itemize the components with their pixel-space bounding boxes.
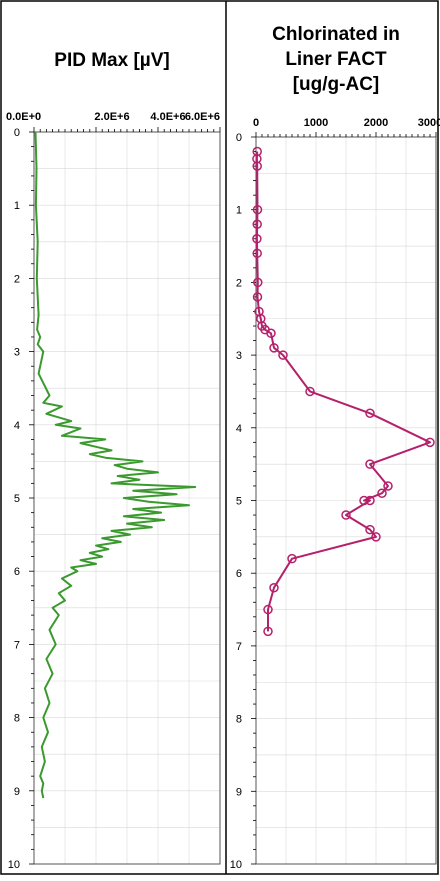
left-x-tick-label: 0.0E+0 <box>6 111 41 123</box>
right-x-tick-label: 3000 <box>418 117 440 129</box>
right-data-point <box>269 582 279 593</box>
right-data-point <box>252 204 263 215</box>
right-data-point <box>365 495 375 506</box>
right-data-point <box>359 495 369 506</box>
right-data-point <box>365 459 375 469</box>
right-data-point <box>252 161 262 171</box>
left-series-line <box>34 131 197 799</box>
right-y-tick-label: 5 <box>236 496 242 508</box>
left-y-tick-label: 10 <box>8 859 20 871</box>
right-data-point <box>377 488 387 498</box>
right-data-point <box>266 328 276 339</box>
right-data-point <box>287 553 297 564</box>
left-y-tick-label: 1 <box>14 200 20 212</box>
right-y-tick-label: 6 <box>236 568 242 580</box>
left-y-tick-label: 4 <box>14 420 20 432</box>
right-series-line <box>255 151 431 632</box>
right-y-tick-label: 7 <box>236 641 242 653</box>
right-data-point <box>263 626 273 637</box>
left-title: PID Max [µV] <box>54 50 169 71</box>
left-y-tick-label: 8 <box>14 713 20 725</box>
right-x-tick-label: 0 <box>253 117 259 129</box>
right-y-tick-label: 3 <box>236 350 242 362</box>
right-y-tick-label: 1 <box>236 205 242 217</box>
right-y-tick-label: 4 <box>236 423 242 435</box>
right-x-tick-label: 2000 <box>364 117 388 129</box>
right-data-point <box>252 234 262 244</box>
left-x-tick-label: 2.0E+6 <box>94 111 129 123</box>
right-data-point <box>341 510 351 520</box>
right-data-point <box>371 532 381 542</box>
right-title-line-1: Chlorinated in <box>272 24 400 45</box>
right-y-tick-label: 2 <box>236 277 242 289</box>
right-data-point <box>425 437 435 448</box>
right-y-tick-label: 0 <box>236 132 242 144</box>
right-plot: 0 1 2 3 4 5 6 7 8 9 10 <box>230 132 437 871</box>
left-x-tick-label: 4.0E+6 <box>150 111 185 123</box>
right-data-point <box>252 292 263 302</box>
right-data-point <box>365 408 375 419</box>
right-data-point <box>252 219 262 229</box>
left-y-tick-label: 0 <box>14 127 20 139</box>
left-y-tick-label: 5 <box>14 493 20 505</box>
right-title-line-3: [ug/g-AC] <box>293 74 380 95</box>
right-y-tick-label: 9 <box>236 786 242 798</box>
right-data-point <box>278 350 288 360</box>
left-y-tick-label: 7 <box>14 639 20 651</box>
right-data-point <box>253 277 263 288</box>
right-y-tick-label: 10 <box>230 859 242 871</box>
right-data-point <box>263 604 273 615</box>
left-x-tick-label: 6.0E+6 <box>185 111 220 123</box>
left-y-tick-label: 2 <box>14 273 20 285</box>
right-data-point <box>383 481 393 491</box>
right-y-tick-label: 8 <box>236 714 242 726</box>
right-data-point <box>269 343 279 353</box>
left-y-tick-label: 3 <box>14 347 20 359</box>
right-data-point <box>305 386 315 397</box>
right-data-point <box>365 524 375 535</box>
left-y-tick-label: 6 <box>14 566 20 578</box>
left-y-tick-label: 9 <box>14 786 20 798</box>
left-plot: 0 1 2 3 4 5 6 7 8 9 10 <box>8 127 221 871</box>
right-data-point <box>252 248 262 259</box>
right-title-line-2: Liner FACT <box>285 49 387 70</box>
right-x-tick-label: 1000 <box>304 117 328 129</box>
